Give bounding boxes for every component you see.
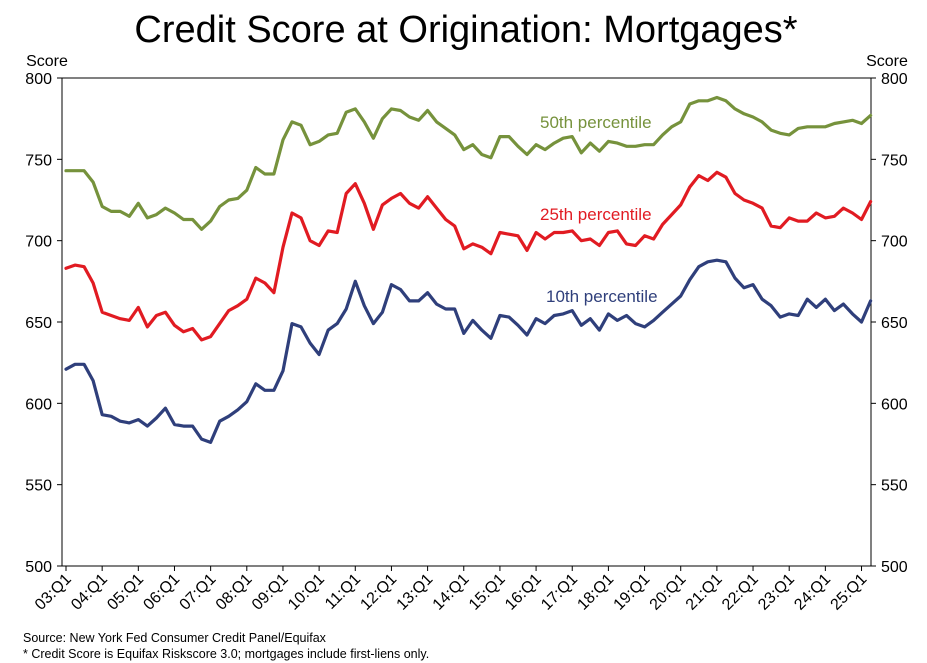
x-tick-label: 17:Q1 [538,571,581,614]
right-axis-label: Score [866,53,908,70]
y-tick-label-right: 750 [881,152,908,169]
series-labels: 50th percentile 25th percentile 10th perce… [540,113,658,306]
y-tick-label-left: 650 [25,315,52,332]
chart-title: Credit Score at Origination: Mortgages* [134,9,797,51]
y-tick-label-left: 600 [25,396,52,413]
y-tick-label-right: 600 [881,396,908,413]
x-tick-label: 19:Q1 [611,571,654,614]
x-tick-label: 07:Q1 [177,571,220,614]
series-line-25th-percentile [64,170,873,342]
x-tick-label: 11:Q1 [322,571,364,613]
y-tick-label-right: 550 [881,478,908,495]
x-tick-label: 21:Q1 [683,571,726,614]
series-label: 50th percentile [540,113,652,132]
y-tick-label-left: 700 [25,234,52,251]
y-tick-label-right: 700 [881,234,908,251]
x-tick-label: 08:Q1 [213,571,256,614]
left-axis-label: Score [26,53,68,70]
x-tick-label: 09:Q1 [249,571,292,614]
x-axis-ticks: 03:Q104:Q105:Q106:Q107:Q108:Q109:Q110:Q1… [32,566,870,614]
y-tick-label-right: 500 [881,559,908,576]
y-tick-label-left: 800 [25,71,52,88]
series-line-10th-percentile [64,258,873,444]
y-tick-label-right: 650 [881,315,908,332]
series-label: 10th percentile [546,287,658,306]
y-tick-label-left: 750 [25,152,52,169]
x-tick-label: 23:Q1 [755,571,798,614]
y-tick-label-left: 550 [25,478,52,495]
x-tick-label: 06:Q1 [140,571,183,614]
x-tick-label: 24:Q1 [791,571,834,614]
y-axis-ticks: 800 800 750 750 700 700 650 650 600 600 550 550 500 5… [25,71,908,576]
x-tick-label: 13:Q1 [394,571,437,614]
x-tick-label: 25:Q1 [828,571,871,614]
source-note: Source: New York Fed Consumer Credit Pan… [23,631,327,645]
series-label: 25th percentile [540,205,652,224]
x-tick-label: 20:Q1 [647,571,690,614]
x-tick-label: 14:Q1 [430,571,473,614]
series-lines [64,95,873,444]
y-tick-label-right: 800 [881,71,908,88]
x-tick-label: 03:Q1 [32,571,75,614]
plot-frame [61,77,872,567]
x-tick-label: 22:Q1 [719,571,762,614]
x-tick-label: 10:Q1 [285,571,328,614]
x-tick-label: 16:Q1 [502,571,545,614]
x-tick-label: 18:Q1 [574,571,617,614]
x-tick-label: 12:Q1 [357,571,400,614]
footnote: * Credit Score is Equifax Riskscore 3.0;… [23,647,429,661]
x-tick-label: 15:Q1 [466,571,509,614]
series-line-50th-percentile [64,95,873,231]
x-tick-label: 05:Q1 [104,571,147,614]
y-tick-label-left: 500 [25,559,52,576]
x-tick-label: 04:Q1 [68,571,111,614]
